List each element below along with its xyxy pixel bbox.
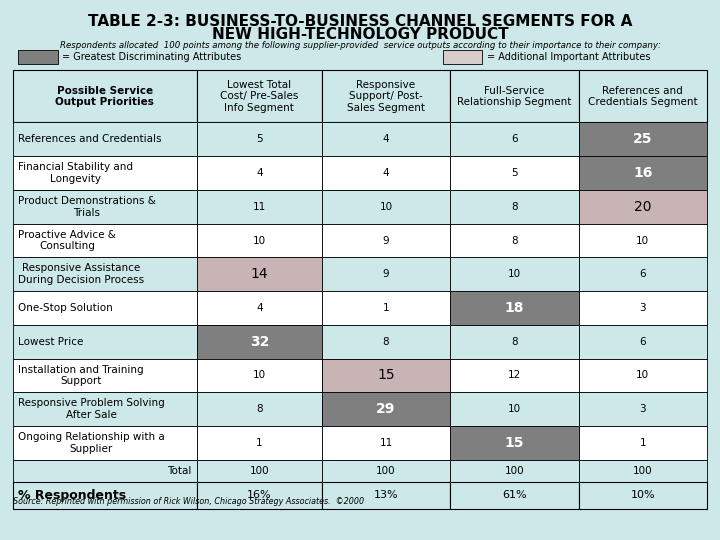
Text: Total: Total (168, 465, 192, 476)
Text: Possible Service
Output Priorities: Possible Service Output Priorities (55, 85, 154, 107)
Text: 1: 1 (639, 438, 646, 448)
Text: References and Credentials: References and Credentials (18, 134, 161, 144)
Text: 11: 11 (379, 438, 392, 448)
Text: 5: 5 (511, 168, 518, 178)
Text: 100: 100 (377, 465, 396, 476)
Text: 4: 4 (383, 134, 390, 144)
Text: 15: 15 (505, 436, 524, 450)
Text: = Additional Important Attributes: = Additional Important Attributes (487, 52, 651, 62)
Text: Responsive
Support/ Post-
Sales Segment: Responsive Support/ Post- Sales Segment (347, 80, 425, 113)
Text: Installation and Training
Support: Installation and Training Support (18, 364, 143, 386)
Text: 13%: 13% (374, 490, 398, 500)
Text: 100: 100 (505, 465, 524, 476)
Text: 3: 3 (639, 404, 646, 414)
Text: 4: 4 (256, 168, 263, 178)
Text: 6: 6 (639, 337, 646, 347)
Text: 61%: 61% (502, 490, 527, 500)
Text: Respondents allocated  100 points among the following supplier-provided  service: Respondents allocated 100 points among t… (60, 41, 660, 50)
Text: TABLE 2-3: BUSINESS-TO-BUSINESS CHANNEL SEGMENTS FOR A: TABLE 2-3: BUSINESS-TO-BUSINESS CHANNEL … (88, 14, 632, 29)
Text: Financial Stability and
Longevity: Financial Stability and Longevity (18, 163, 133, 184)
Text: 10: 10 (253, 370, 266, 381)
Text: 8: 8 (511, 337, 518, 347)
Text: 8: 8 (383, 337, 390, 347)
Text: 4: 4 (256, 303, 263, 313)
Text: 10%: 10% (631, 490, 655, 500)
Text: 11: 11 (253, 202, 266, 212)
Text: 8: 8 (256, 404, 263, 414)
Text: 15: 15 (377, 368, 395, 382)
Text: 5: 5 (256, 134, 263, 144)
Text: Responsive Problem Solving
After Sale: Responsive Problem Solving After Sale (18, 399, 165, 420)
Text: Responsive Assistance
During Decision Process: Responsive Assistance During Decision Pr… (18, 264, 144, 285)
Text: 100: 100 (633, 465, 652, 476)
Text: 12: 12 (508, 370, 521, 381)
Text: 100: 100 (250, 465, 269, 476)
Text: 10: 10 (636, 370, 649, 381)
Text: 14: 14 (251, 267, 268, 281)
Text: Product Demonstrations &
Trials: Product Demonstrations & Trials (18, 196, 156, 218)
Text: Ongoing Relationship with a
Supplier: Ongoing Relationship with a Supplier (18, 432, 165, 454)
Text: References and
Credentials Segment: References and Credentials Segment (588, 85, 698, 107)
Text: 25: 25 (633, 132, 652, 146)
Text: Source: Reprinted with permission of Rick Wilson, Chicago Strategy Associates.  : Source: Reprinted with permission of Ric… (13, 497, 364, 506)
Text: 4: 4 (383, 168, 390, 178)
Text: 6: 6 (639, 269, 646, 279)
Text: 9: 9 (383, 269, 390, 279)
Text: 3: 3 (639, 303, 646, 313)
Text: Proactive Advice &
Consulting: Proactive Advice & Consulting (18, 230, 116, 251)
Text: Full-Service
Relationship Segment: Full-Service Relationship Segment (457, 85, 572, 107)
Text: 16%: 16% (247, 490, 271, 500)
Text: 1: 1 (383, 303, 390, 313)
Text: 8: 8 (511, 202, 518, 212)
Text: 32: 32 (250, 335, 269, 349)
Text: = Greatest Discriminating Attributes: = Greatest Discriminating Attributes (62, 52, 241, 62)
Text: 10: 10 (379, 202, 392, 212)
Text: 10: 10 (253, 235, 266, 246)
Text: 16: 16 (633, 166, 652, 180)
Text: 20: 20 (634, 200, 652, 214)
Text: Lowest Price: Lowest Price (18, 337, 84, 347)
Text: % Respondents: % Respondents (18, 489, 126, 502)
Text: 18: 18 (505, 301, 524, 315)
Text: 1: 1 (256, 438, 263, 448)
Text: 9: 9 (383, 235, 390, 246)
Text: 29: 29 (377, 402, 396, 416)
Text: 10: 10 (508, 404, 521, 414)
Text: NEW HIGH-TECHNOLOGY PRODUCT: NEW HIGH-TECHNOLOGY PRODUCT (212, 27, 508, 42)
Text: 10: 10 (636, 235, 649, 246)
Text: Lowest Total
Cost/ Pre-Sales
Info Segment: Lowest Total Cost/ Pre-Sales Info Segmen… (220, 80, 299, 113)
Text: One-Stop Solution: One-Stop Solution (18, 303, 113, 313)
Text: 8: 8 (511, 235, 518, 246)
Text: 6: 6 (511, 134, 518, 144)
Text: 10: 10 (508, 269, 521, 279)
